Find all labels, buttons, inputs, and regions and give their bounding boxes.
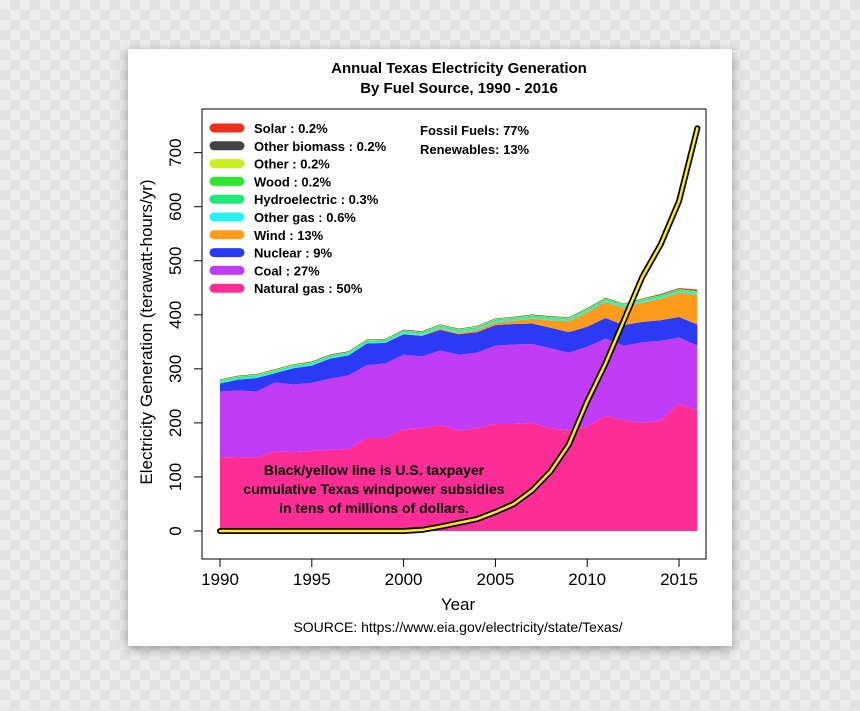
legend-label-other-gas: Other gas : 0.6% [254,210,356,225]
area-wind [220,292,698,384]
subsidy-line [218,127,699,533]
y-tick-label-600: 600 [166,193,185,221]
chart: Annual Texas Electricity Generation By F… [137,60,707,635]
x-tick-label-1990: 1990 [201,570,239,589]
legend-item-solar: Solar : 0.2% [209,121,328,136]
chart-card: Annual Texas Electricity Generation By F… [128,49,732,646]
y-tick-label-300: 300 [166,355,185,383]
legend-label-nuclear: Nuclear : 9% [254,246,332,261]
chart-subtitle: By Fuel Source, 1990 - 2016 [360,80,558,97]
y-axis-label: Electricity Generation (terawatt-hours/y… [137,179,156,484]
summary-fossil: Fossil Fuels: 77% [420,123,530,138]
legend-label-hydroelectric: Hydroelectric : 0.3% [254,192,379,207]
annotation-line-2: cumulative Texas windpower subsidies [243,481,504,497]
y-tick-label-100: 100 [166,463,185,491]
legend-label-other-biomass: Other biomass : 0.2% [254,139,387,154]
legend-item-coal: Coal : 27% [209,263,320,278]
legend-item-wind: Wind : 13% [209,228,324,243]
legend-item-nuclear: Nuclear : 9% [209,246,332,261]
y-tick-label-400: 400 [166,301,185,329]
chart-title: Annual Texas Electricity Generation [331,60,587,77]
y-tick-label-500: 500 [166,247,185,275]
area-other-gas [220,291,698,384]
legend-item-natural-gas: Natural gas : 50% [209,281,363,296]
x-tick-label-2015: 2015 [660,570,698,589]
x-tick-label-2005: 2005 [476,570,514,589]
legend-item-wood: Wood : 0.2% [209,174,331,189]
legend-label-wood: Wood : 0.2% [254,174,331,189]
x-tick-label-2010: 2010 [568,570,606,589]
legend-item-other-biomass: Other biomass : 0.2% [209,139,387,154]
legend-item-other: Other : 0.2% [209,157,330,172]
y-tick-label-700: 700 [166,138,185,166]
annotation-line-3: in tens of millions of dollars. [279,500,469,516]
source-note: SOURCE: https://www.eia.gov/electricity/… [293,619,622,635]
legend-label-wind: Wind : 13% [254,228,324,243]
legend-label-coal: Coal : 27% [254,263,320,278]
legend-item-hydroelectric: Hydroelectric : 0.3% [209,192,379,207]
area-nuclear [220,316,698,392]
y-tick-label-0: 0 [166,526,185,535]
x-axis-label: Year [441,595,476,614]
legend-label-natural-gas: Natural gas : 50% [254,281,363,296]
x-tick-label-1995: 1995 [293,570,331,589]
area-natural-gas [220,403,698,531]
summary-renewables: Renewables: 13% [420,142,530,157]
x-tick-label-2000: 2000 [385,570,423,589]
legend-label-solar: Solar : 0.2% [254,121,328,136]
annotation-line-1: Black/yellow line is U.S. taxpayer [264,462,485,478]
legend-label-other: Other : 0.2% [254,157,330,172]
y-tick-label-200: 200 [166,409,185,437]
legend-item-other-gas: Other gas : 0.6% [209,210,356,225]
